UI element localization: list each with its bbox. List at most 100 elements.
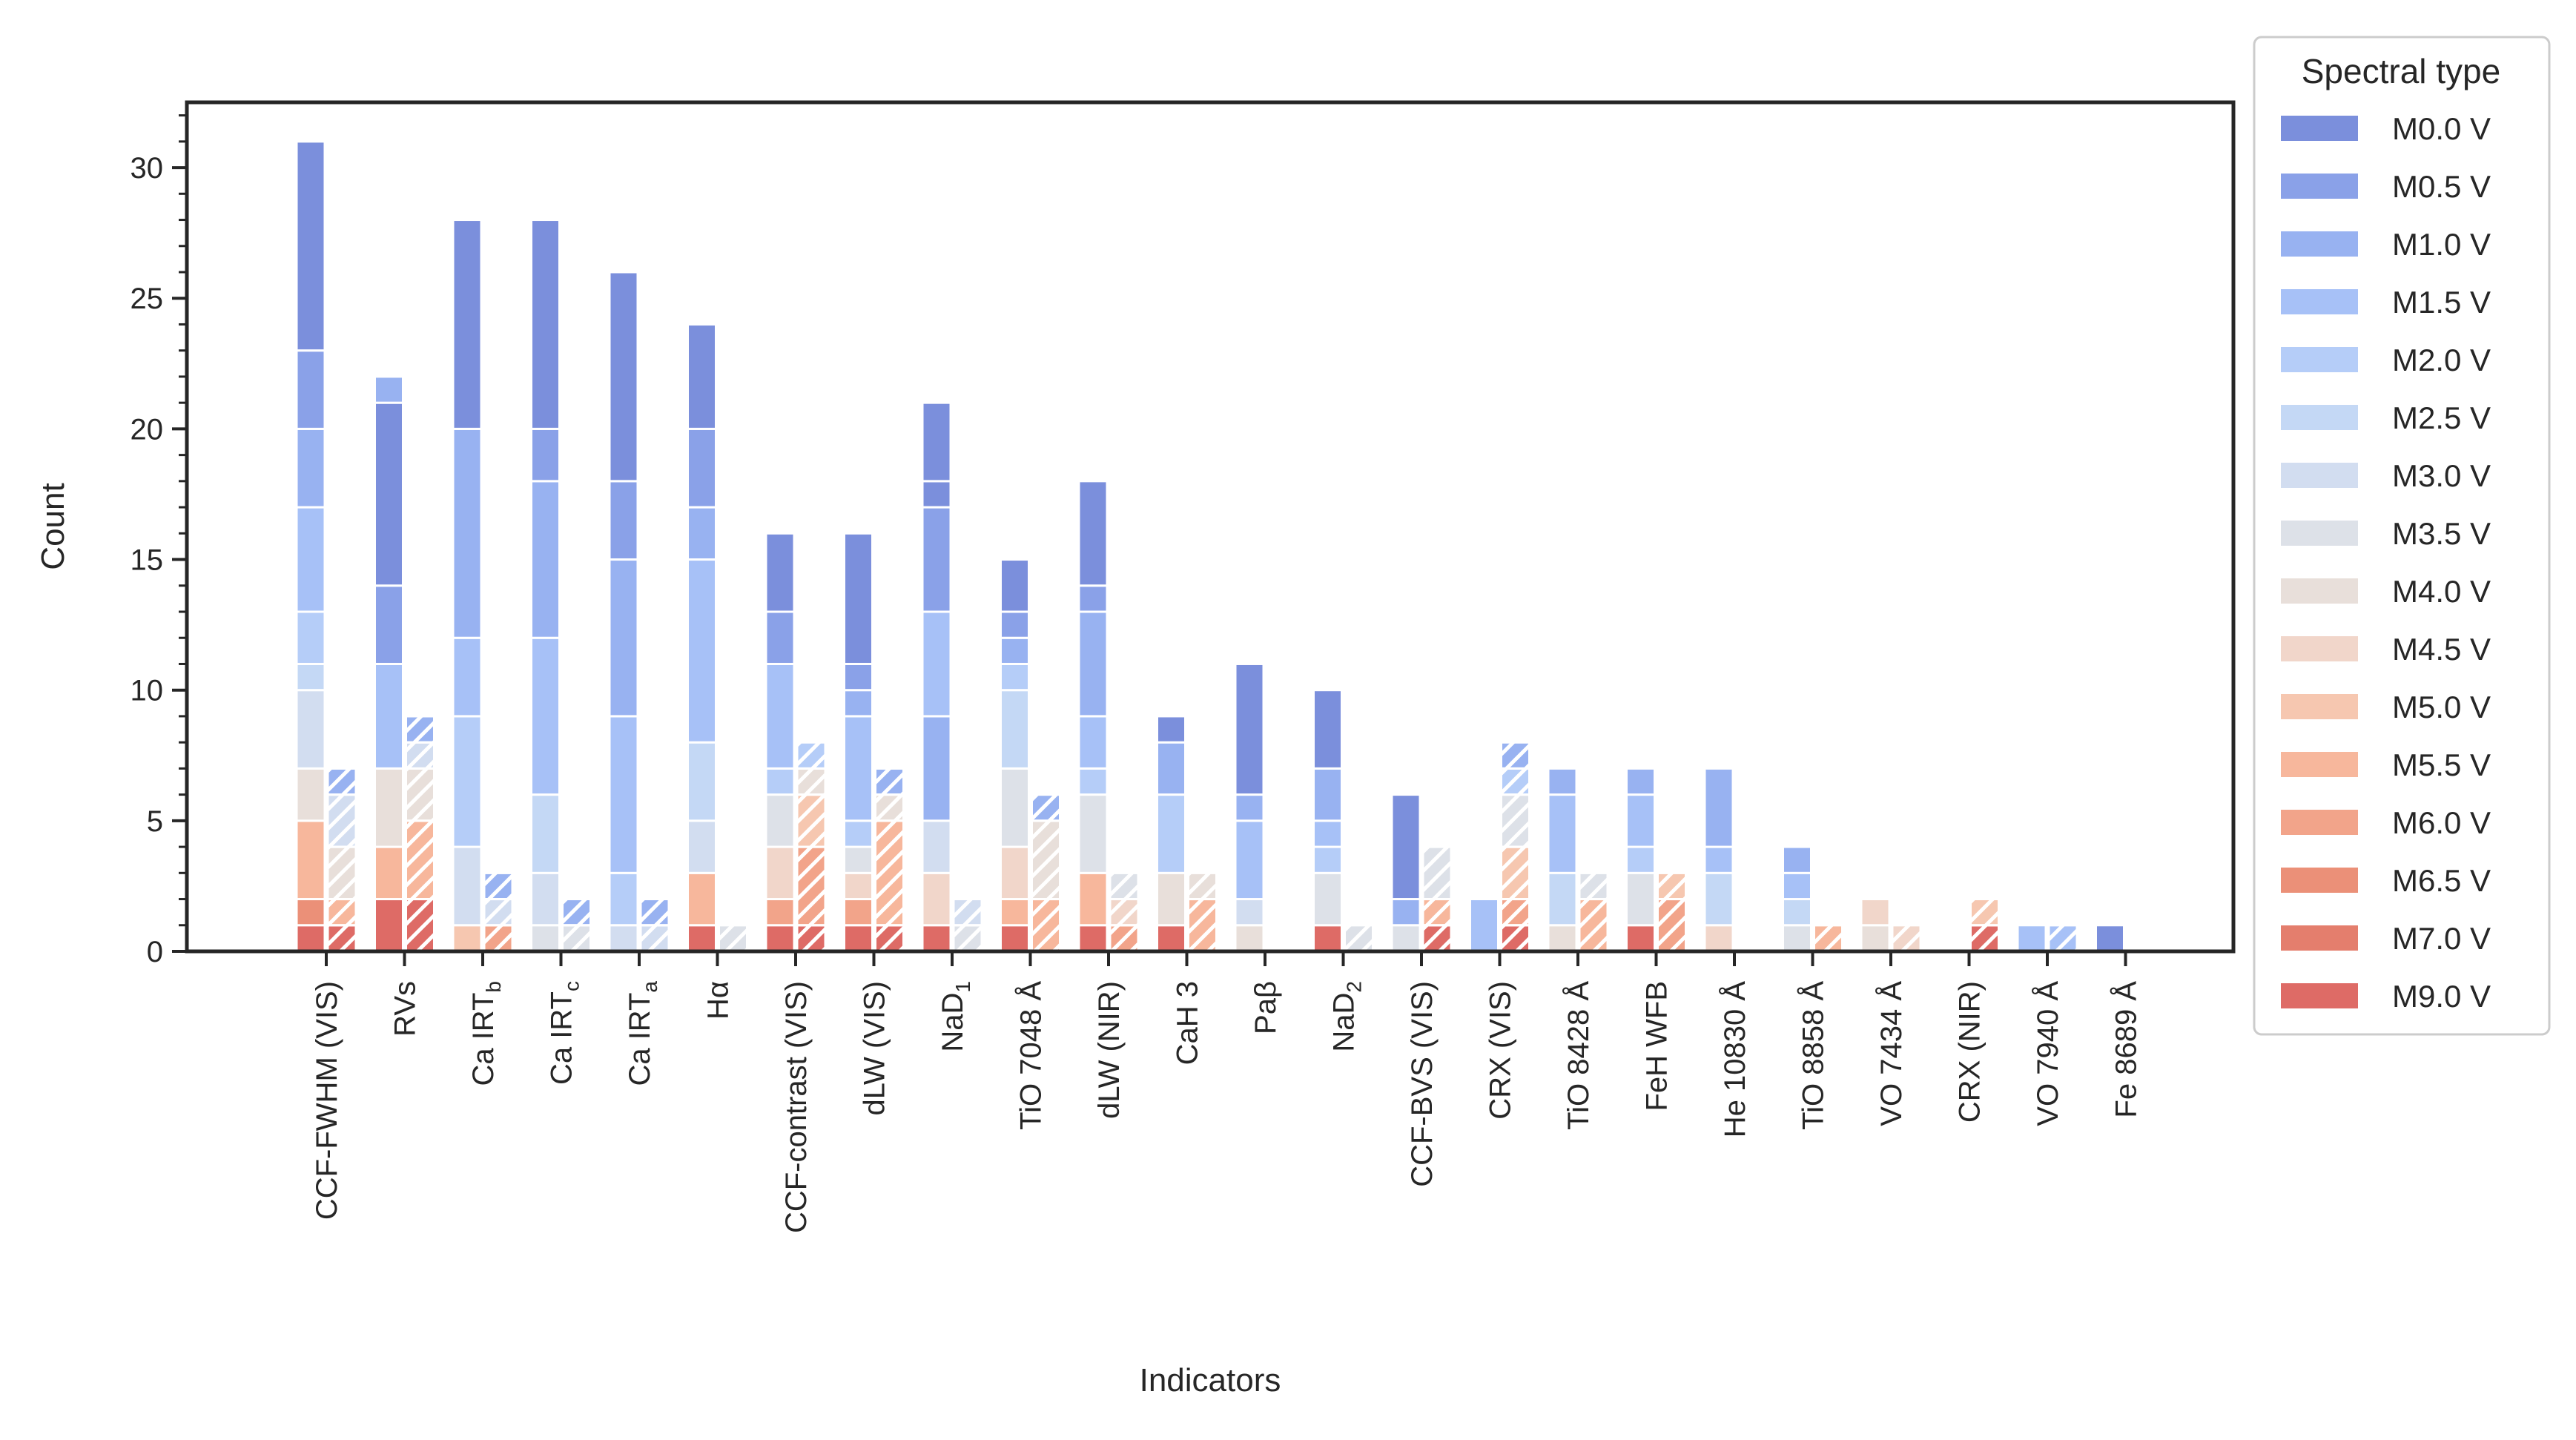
x-tick-label: He 10830 Å	[1718, 981, 1751, 1138]
x-tick-label: TiO 8428 Å	[1562, 981, 1595, 1130]
bar-segment-hatch	[1109, 871, 1140, 901]
legend-swatch	[2281, 289, 2358, 314]
bar-segment	[374, 662, 404, 770]
legend-swatch	[2281, 983, 2358, 1008]
bar-segment	[764, 662, 796, 770]
bar-segment	[1156, 741, 1186, 796]
bar-segment	[1000, 689, 1030, 770]
bar-segment	[687, 323, 717, 430]
bar-segment	[374, 375, 404, 404]
legend-label: M0.0 V	[2392, 111, 2491, 146]
bar-segment	[295, 662, 326, 692]
bar-segment	[295, 924, 326, 953]
bar-segment	[452, 715, 483, 848]
bar-segment	[1312, 689, 1343, 770]
legend-label: M2.0 V	[2392, 343, 2491, 377]
bar-segment	[374, 401, 404, 587]
bar-segment-hatch	[1421, 845, 1453, 901]
x-tick-label: dLW (VIS)	[859, 981, 891, 1116]
legend-label: M5.0 V	[2392, 690, 2491, 724]
bar-segment	[687, 741, 717, 822]
x-tick-label: RVs	[389, 981, 422, 1037]
x-tick-label: CRX (VIS)	[1484, 981, 1517, 1120]
x-tick-label: VO 7434 Å	[1875, 981, 1908, 1126]
legend-label: M6.5 V	[2392, 863, 2491, 898]
bar-segment-hatch	[1969, 924, 2000, 953]
x-tick-label: TiO 8858 Å	[1797, 981, 1830, 1130]
bar-segment-hatch	[405, 819, 435, 901]
bar-segment	[1000, 767, 1030, 848]
bar-segment-hatch	[483, 924, 514, 953]
bar-segment	[530, 219, 561, 430]
x-axis-label: Indicators	[1140, 1362, 1281, 1398]
bar-segment	[1625, 871, 1656, 927]
legend-box	[2253, 36, 2551, 1036]
x-tick-label: TiO 7048 Å	[1014, 981, 1048, 1130]
bar-segment	[1625, 845, 1656, 874]
bar-segment	[1782, 898, 1812, 927]
bar-segment	[843, 819, 873, 848]
bar-segment-hatch	[1031, 898, 1061, 953]
bar-segment	[843, 532, 873, 665]
x-tick-label: Fe 8689 Å	[2110, 981, 2143, 1118]
bar-segment	[1625, 924, 1656, 953]
bar-segment	[1703, 871, 1734, 927]
x-axis: CCF-FWHM (VIS) RVs Ca IRTb Ca IRTc Ca IRTa Hα…	[311, 951, 2143, 1233]
legend-label: M9.0 V	[2392, 979, 2491, 1014]
bar-segment	[764, 793, 796, 848]
bar-segment-hatch	[796, 793, 827, 848]
bar-segment	[530, 924, 561, 953]
legend-label: M4.0 V	[2392, 574, 2491, 609]
bar-segment-hatch	[1813, 924, 1843, 953]
bar-segment	[1000, 898, 1030, 927]
bar-segment	[1077, 480, 1109, 587]
bar-segment	[1077, 767, 1109, 796]
bar-segment	[921, 819, 952, 874]
bar-segment	[1703, 767, 1734, 848]
bar-segment	[1234, 898, 1265, 927]
bar-segment-hatch	[796, 741, 827, 770]
bar-segment	[1782, 871, 1812, 901]
bar-segment	[764, 924, 796, 953]
legend-label: M3.5 V	[2392, 516, 2491, 551]
bar-segment-hatch	[952, 924, 983, 953]
bar-segment-hatch	[1969, 898, 2000, 927]
bar-segment	[530, 636, 561, 796]
x-tick-label: Hα	[702, 981, 735, 1020]
bar-segment-hatch	[405, 898, 435, 953]
bar-segment	[295, 819, 326, 901]
bar-segment	[530, 427, 561, 483]
bar-segment	[295, 689, 326, 770]
bar-segment	[1077, 924, 1109, 953]
bar-segment	[687, 819, 717, 874]
bar-segment	[1547, 793, 1578, 874]
bar-segment-hatch	[326, 845, 357, 901]
bar-segment	[843, 689, 873, 718]
bar-segment	[921, 610, 952, 718]
bar-segment	[1234, 662, 1265, 796]
bar-segment	[843, 715, 873, 822]
bar-segment-hatch	[1891, 924, 1922, 953]
bar-segment	[1000, 636, 1030, 665]
legend-swatch	[2281, 752, 2358, 777]
bar-segment	[1000, 662, 1030, 692]
bar-segment	[1312, 924, 1343, 953]
y-tick-label: 15	[131, 544, 164, 577]
x-tick-label: FeH WFB	[1641, 981, 1674, 1112]
bar-segment-hatch	[1657, 871, 1687, 901]
legend-swatch	[2281, 463, 2358, 488]
bar-segment-hatch	[561, 898, 592, 927]
bar-segment	[1390, 924, 1421, 953]
bar-segment	[843, 845, 873, 874]
legend-swatch	[2281, 694, 2358, 719]
bar-segment	[1312, 871, 1343, 927]
bar-segment-hatch	[1500, 793, 1530, 848]
bar-segment-hatch	[874, 767, 905, 796]
bar-segment	[687, 871, 717, 927]
legend-swatch	[2281, 174, 2358, 199]
bar-segment	[764, 767, 796, 796]
bar-segment	[295, 140, 326, 352]
x-tick-label: Ca IRTc	[546, 981, 584, 1085]
